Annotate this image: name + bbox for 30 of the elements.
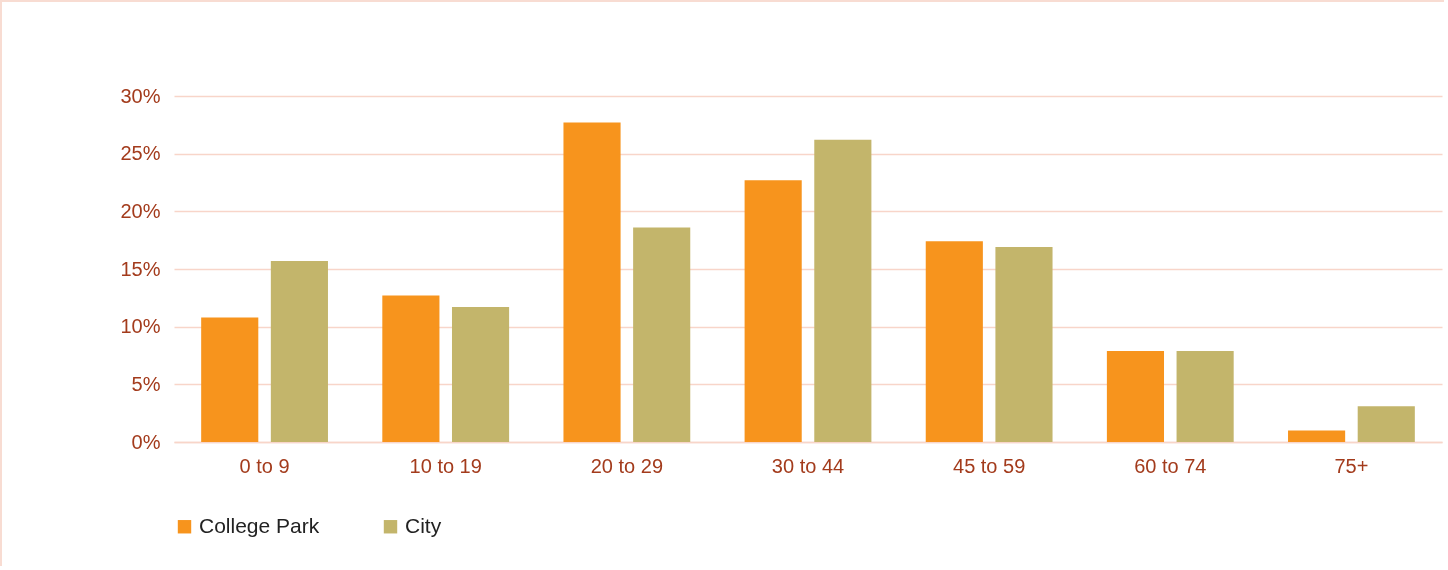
x-tick-label: 20 to 29 — [590, 454, 664, 477]
bar — [814, 139, 872, 442]
bar — [744, 180, 802, 442]
bar — [1357, 406, 1415, 442]
y-tick-label: 25% — [120, 142, 161, 165]
legend-label: City — [405, 513, 442, 537]
x-tick-label: 60 to 74 — [1134, 454, 1207, 477]
bar — [925, 241, 983, 442]
y-tick-label: 30% — [120, 84, 161, 107]
x-tick-label: 0 to 9 — [239, 454, 290, 477]
y-tick-label: 0% — [131, 430, 161, 453]
y-tick-label: 20% — [120, 199, 161, 222]
bar — [995, 247, 1053, 442]
bar — [1176, 350, 1234, 442]
y-tick-label: 10% — [120, 315, 161, 338]
bar — [633, 227, 691, 442]
y-tick-label: 15% — [120, 257, 161, 280]
bar — [1106, 350, 1165, 442]
x-tick-label: 30 to 44 — [771, 454, 845, 477]
x-tick-label: 10 to 19 — [409, 454, 482, 477]
bar — [382, 295, 440, 442]
x-tick-label: 45 to 59 — [952, 454, 1026, 477]
bar — [270, 260, 328, 442]
legend-label: College Park — [199, 513, 320, 537]
bar — [201, 317, 259, 442]
y-tick-label: 5% — [131, 372, 161, 395]
bar — [451, 307, 510, 442]
x-tick-label: 75+ — [1334, 454, 1369, 477]
bar — [563, 122, 621, 442]
bar — [1288, 430, 1346, 442]
